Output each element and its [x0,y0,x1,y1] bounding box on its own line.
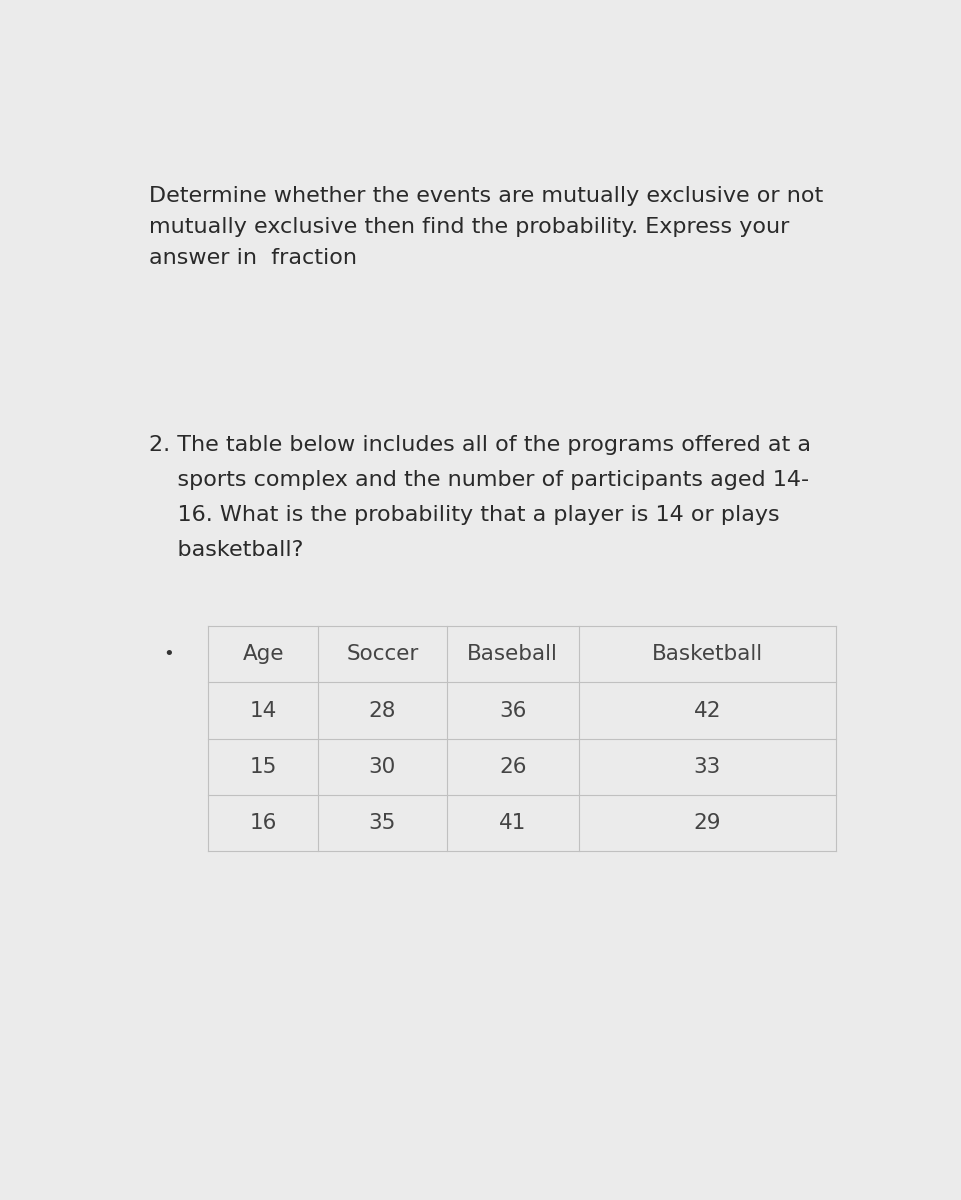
Text: answer in  fraction: answer in fraction [148,248,357,269]
Text: 30: 30 [368,757,396,776]
Text: Baseball: Baseball [467,644,557,665]
Text: Age: Age [242,644,283,665]
Text: 29: 29 [693,812,721,833]
Text: 16. What is the probability that a player is 14 or plays: 16. What is the probability that a playe… [148,505,778,526]
Text: 15: 15 [249,757,277,776]
Text: 28: 28 [368,701,396,720]
Text: •: • [163,646,174,664]
Text: Soccer: Soccer [346,644,418,665]
Text: Determine whether the events are mutually exclusive or not: Determine whether the events are mutuall… [148,186,822,205]
Text: 36: 36 [499,701,526,720]
Text: 42: 42 [693,701,721,720]
Text: 41: 41 [499,812,526,833]
Text: Basketball: Basketball [651,644,762,665]
Text: 2. The table below includes all of the programs offered at a: 2. The table below includes all of the p… [148,436,810,455]
Text: 26: 26 [499,757,526,776]
Text: 14: 14 [249,701,277,720]
Text: 35: 35 [368,812,396,833]
Text: 16: 16 [249,812,277,833]
Text: sports complex and the number of participants aged 14-: sports complex and the number of partici… [148,470,808,490]
Text: basketball?: basketball? [148,540,303,560]
Text: 33: 33 [693,757,720,776]
Text: mutually exclusive then find the probability. Express your: mutually exclusive then find the probabi… [148,217,788,236]
